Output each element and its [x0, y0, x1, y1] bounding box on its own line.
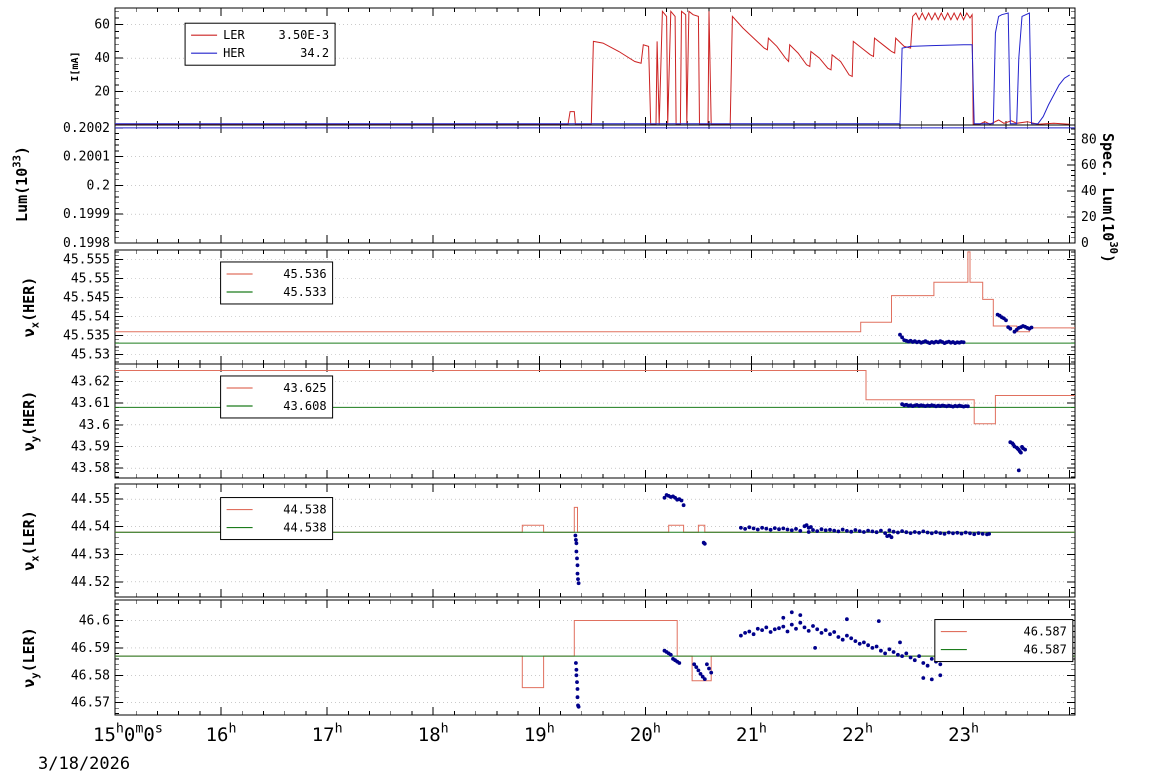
- svg-text:45.55: 45.55: [71, 272, 110, 287]
- svg-text:44.55: 44.55: [71, 492, 110, 507]
- series-meas: [574, 610, 994, 709]
- svg-text:Spec. Lum(1030): Spec. Lum(1030): [1099, 133, 1119, 263]
- legend-nux-her: 45.536 45.533: [220, 261, 334, 305]
- svg-text:Lum(1033): Lum(1033): [11, 146, 31, 222]
- series-LER: [115, 9, 1070, 125]
- svg-text:I[mA]: I[mA]: [70, 51, 81, 81]
- svg-text:44.54: 44.54: [71, 520, 110, 535]
- date-label: 3/18/2026: [38, 754, 131, 774]
- svg-text:17h: 17h: [312, 721, 343, 746]
- svg-text:40: 40: [1081, 184, 1097, 199]
- svg-text:46.587: 46.587: [1023, 625, 1066, 639]
- legend-nuy-ler: 46.587 46.587: [934, 619, 1074, 663]
- svg-text:0: 0: [1081, 236, 1089, 251]
- svg-text:3.50E-3: 3.50E-3: [279, 28, 330, 42]
- svg-text:43.62: 43.62: [71, 374, 110, 389]
- series-set: [115, 620, 1075, 689]
- svg-text:44.52: 44.52: [71, 575, 110, 590]
- x-axis-labels: 15h0m0s 16h 17h 18h 19h 20h 21h 22h 23h: [93, 721, 979, 746]
- legend-nux-ler: 44.538 44.538: [220, 497, 334, 541]
- legend-beam-current: LER 3.50E-3 HER 34.2: [184, 22, 336, 66]
- panel-nuy-her: 43.5843.5943.643.6143.62νy(HER)43.62543.…: [20, 363, 1076, 479]
- svg-text:46.57: 46.57: [71, 696, 110, 711]
- svg-text:0.1999: 0.1999: [63, 207, 110, 222]
- svg-text:21h: 21h: [736, 721, 767, 746]
- svg-text:43.625: 43.625: [283, 381, 326, 395]
- svg-text:νy(LER): νy(LER): [20, 627, 42, 688]
- series-HER: [115, 12, 1070, 125]
- svg-text:νx(LER): νx(LER): [20, 510, 42, 571]
- svg-text:34.2: 34.2: [300, 46, 329, 60]
- svg-text:18h: 18h: [418, 721, 449, 746]
- svg-text:80: 80: [1081, 132, 1097, 147]
- svg-text:40: 40: [94, 51, 110, 66]
- svg-text:60: 60: [1081, 158, 1097, 173]
- svg-text:43.58: 43.58: [71, 461, 110, 476]
- svg-text:0.2: 0.2: [87, 178, 110, 193]
- svg-text:46.587: 46.587: [1023, 643, 1066, 657]
- svg-text:20: 20: [1081, 210, 1097, 225]
- svg-text:LER: LER: [223, 28, 245, 42]
- svg-text:44.53: 44.53: [71, 547, 110, 562]
- svg-text:19h: 19h: [524, 721, 555, 746]
- svg-text:44.538: 44.538: [283, 503, 326, 517]
- svg-text:45.555: 45.555: [63, 253, 110, 268]
- svg-text:16h: 16h: [206, 721, 237, 746]
- series-meas: [898, 312, 1034, 345]
- svg-text:44.538: 44.538: [283, 521, 326, 535]
- svg-text:45.535: 45.535: [63, 329, 110, 344]
- svg-text:0.2002: 0.2002: [63, 121, 110, 136]
- svg-text:νy(HER): νy(HER): [20, 391, 42, 452]
- series-meas: [573, 493, 991, 586]
- legend-nuy-her: 43.625 43.608: [220, 375, 334, 419]
- panel-nux-her: 45.53 45.535 45.54 45.545 45.55 45.555 νx(HER)…: [20, 249, 1076, 365]
- panel-luminosity: 0.1998 0.1999 0.2 0.2001 0.2002 0 20 40 60 80 Lum(…: [11, 121, 1119, 263]
- svg-text:HER: HER: [223, 46, 245, 60]
- svg-text:20h: 20h: [630, 721, 661, 746]
- svg-text:43.6: 43.6: [79, 418, 110, 433]
- svg-text:46.6: 46.6: [79, 614, 110, 629]
- svg-text:60: 60: [94, 18, 110, 33]
- svg-text:νx(HER): νx(HER): [20, 277, 42, 338]
- svg-text:45.545: 45.545: [63, 291, 110, 306]
- svg-text:23h: 23h: [948, 721, 979, 746]
- svg-text:45.54: 45.54: [71, 310, 110, 325]
- svg-text:20: 20: [94, 85, 110, 100]
- svg-text:46.59: 46.59: [71, 641, 110, 656]
- svg-text:43.59: 43.59: [71, 440, 110, 455]
- svg-text:0.2001: 0.2001: [63, 150, 110, 165]
- svg-text:15h0m0s: 15h0m0s: [93, 721, 163, 746]
- svg-text:45.53: 45.53: [71, 348, 110, 363]
- panel-nux-ler: 44.52 44.53 44.54 44.55 νx(LER) 44.538 44.538: [20, 483, 1076, 598]
- svg-text:45.533: 45.533: [283, 285, 326, 299]
- panel-beam-current: 20 40 60 I[mA] LER 3.50E-3 HER 34.2: [70, 7, 1076, 126]
- svg-text:0.1998: 0.1998: [63, 236, 110, 251]
- svg-text:45.536: 45.536: [283, 267, 326, 281]
- series-set: [115, 370, 1075, 425]
- series-meas: [900, 402, 1027, 473]
- svg-text:43.608: 43.608: [283, 399, 326, 413]
- panel-nuy-ler: 46.57 46.58 46.59 46.6 νy(LER) 46.587 46.587: [20, 599, 1076, 716]
- svg-text:43.61: 43.61: [71, 396, 110, 411]
- svg-text:22h: 22h: [842, 721, 873, 746]
- svg-text:46.58: 46.58: [71, 668, 110, 683]
